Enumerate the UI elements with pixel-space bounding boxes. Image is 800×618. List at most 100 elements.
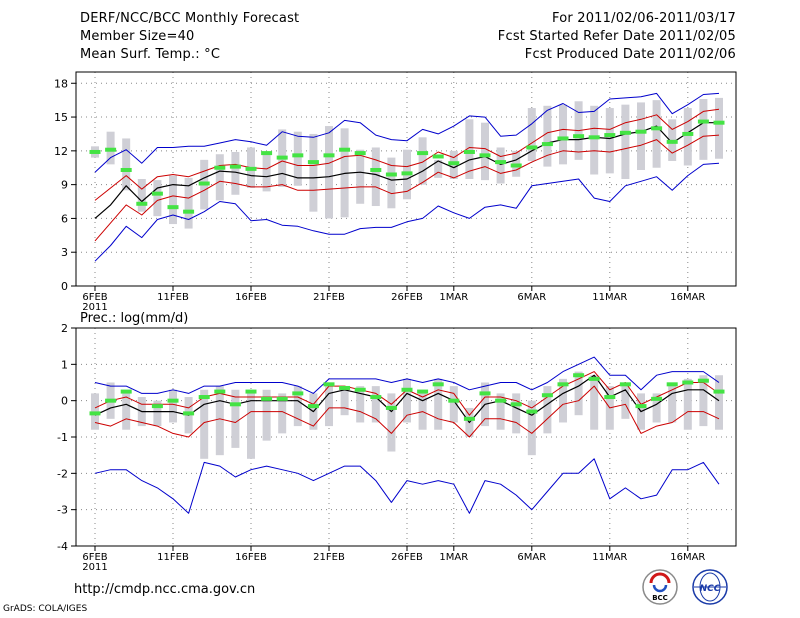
precipitation-ensemble-box [668,382,677,423]
temperature-ensemble-box [215,154,224,201]
precipitation-observed-marker [573,373,585,378]
precipitation-ensemble-box [231,389,240,448]
precipitation-ensemble-box [574,371,583,416]
bcc-logo-text: BCC [652,594,668,602]
precipitation-xtick-label: 11FEB [157,552,189,563]
temperature-observed-marker [697,119,709,124]
temperature-observed-marker [198,181,210,186]
temperature-observed-marker [417,151,429,156]
bcc-logo: BCC [642,569,678,605]
precipitation-series-lower [94,385,720,438]
precipitation-ensemble-box [247,393,255,459]
precipitation-observed-marker [245,389,257,394]
precipitation-observed-marker [307,404,319,409]
precipitation-xtick-label: 6FEB [82,552,107,563]
temperature-ytick-label: 0 [61,280,68,293]
precipitation-observed-marker [89,411,101,416]
temperature-xtick-label: 11FEB [157,292,189,303]
temperature-ytick-label: 3 [61,246,68,259]
temperature-observed-marker [292,153,304,158]
precipitation-observed-marker [479,391,491,396]
temperature-xtick-label: 26FEB [391,292,423,303]
precipitation-observed-marker [292,391,304,396]
precipitation-observed-marker [261,396,273,401]
temperature-xtick-label: 11MAR [592,292,627,303]
precipitation-xtick-year: 2011 [82,562,107,573]
temperature-observed-marker [495,160,507,165]
precipitation-observed-marker [510,402,522,407]
temperature-ensemble-box [387,157,396,209]
precipitation-xtick-label: 6MAR [517,552,546,563]
temperature-observed-marker [151,191,163,196]
source-url[interactable]: http://cmdp.ncc.cma.gov.cn [74,582,256,597]
precipitation-observed-marker [417,389,429,394]
precipitation-observed-marker [619,382,631,387]
temperature-ensemble-box [169,175,177,225]
precipitation-ensemble-box [403,378,411,423]
precipitation-observed-marker [651,396,663,401]
temperature-ensemble-box [543,105,552,167]
precipitation-xtick-label: 16MAR [670,552,705,563]
temperature-observed-marker [666,139,678,144]
temperature-ensemble-box [621,104,630,179]
refer-date: Fcst Started Refer Date 2011/02/05 [497,29,736,44]
precipitation-observed-marker [354,387,366,392]
temperature-observed-marker [229,164,241,169]
precipitation-observed-marker [541,393,553,398]
temperature-observed-marker [183,209,195,214]
precipitation-ensemble-box [387,393,396,452]
precipitation-plot-frame [75,327,737,547]
precipitation-ensemble-box [325,382,333,427]
precipitation-ensemble-box [527,400,536,456]
precipitation-ensemble-box [699,375,708,427]
precipitation-ytick-label: -3 [57,504,68,517]
precipitation-observed-marker [682,380,694,385]
precipitation-observed-marker [666,382,678,387]
temperature-ensemble-box [231,151,240,195]
temperature-observed-marker [167,205,179,210]
temperature-series-lower [94,134,720,242]
precipitation-ensemble-box [496,393,505,430]
precipitation-observed-marker [448,398,460,403]
precipitation-ytick-label: -4 [57,540,68,553]
chart-title: DERF/NCC/BCC Monthly Forecast [80,11,300,26]
precipitation-observed-marker [214,389,226,394]
precipitation-series-max [94,356,720,394]
temperature-ensemble-box [559,104,567,165]
precipitation-ensemble-box [652,393,661,423]
precipitation-ytick-label: 1 [61,358,68,371]
precipitation-ytick-label: 0 [61,395,68,408]
precipitation-observed-marker [401,387,413,392]
precipitation-ensemble-box [434,378,443,430]
precipitation-observed-marker [229,402,241,407]
precipitation-observed-marker [339,385,351,390]
precipitation-ensemble-box [262,389,271,441]
precipitation-observed-marker [120,389,132,394]
temperature-observed-marker [370,167,382,172]
precipitation-observed-marker [385,405,397,410]
temperature-observed-marker [354,151,366,156]
temperature-observed-marker [323,153,335,158]
temperature-observed-marker [588,135,600,140]
temperature-series-upper [94,108,720,201]
precipitation-ytick-label: -2 [57,467,68,480]
temperature-ensemble-box [122,138,131,191]
temperature-observed-marker [307,160,319,165]
temperature-ensemble-box [481,122,489,181]
precipitation-ensemble-box [153,400,162,427]
temperature-ensemble-box [699,99,708,160]
temperature-observed-marker [385,172,397,177]
precipitation-ensemble-box [512,393,521,434]
precipitation-ensemble-box [278,393,287,434]
precipitation-ensemble-box [122,389,131,430]
temperature-observed-marker [651,126,663,131]
temperature-ensemble-box [465,119,474,179]
temperature-ytick-label: 18 [54,77,68,90]
temperature-ensemble-box [637,102,645,170]
temperature-ensemble-box [356,149,365,204]
temperature-ensemble-box [153,180,162,217]
temperature-observed-marker [214,165,226,170]
precipitation-series-min [94,458,720,514]
